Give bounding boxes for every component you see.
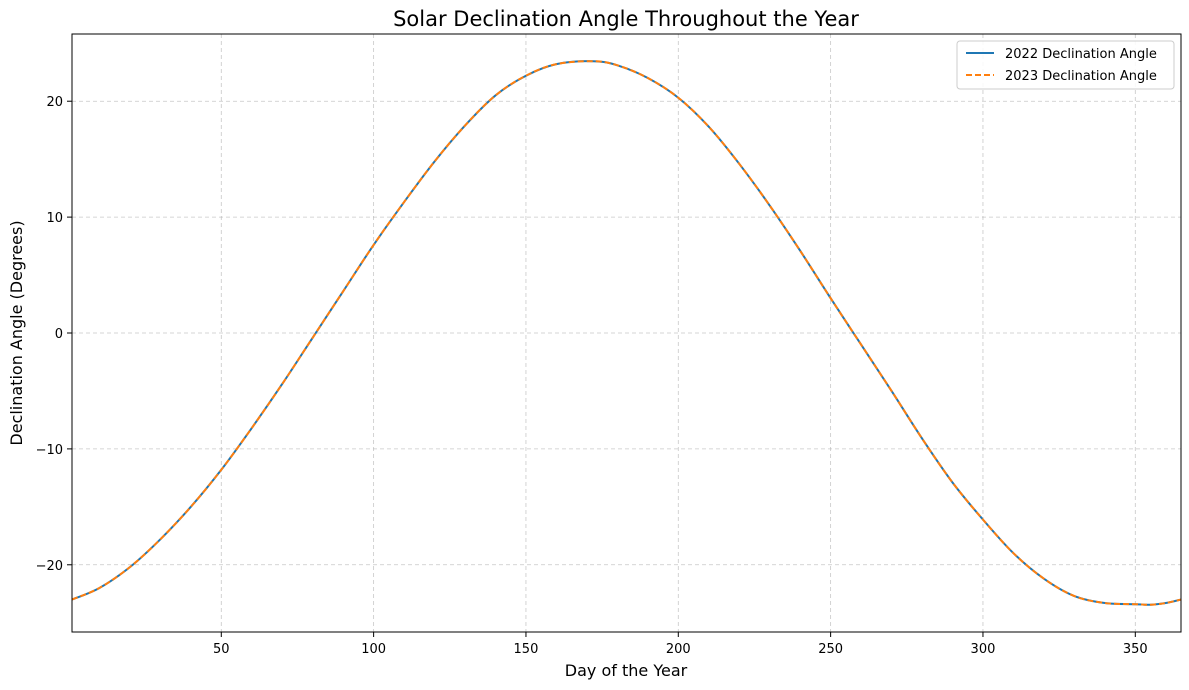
series-lines xyxy=(71,60,1182,606)
legend-frame xyxy=(956,40,1175,90)
y-tick-label: −20 xyxy=(36,559,63,574)
x-tick-label: 150 xyxy=(514,642,539,657)
y-tick-label: 20 xyxy=(46,95,63,110)
legend: 2022 Declination Angle 2023 Declination … xyxy=(956,40,1175,90)
grid xyxy=(72,34,1181,632)
x-tick-label: 300 xyxy=(971,642,996,657)
y-tick-label: 0 xyxy=(55,327,63,342)
x-tick-label: 250 xyxy=(818,642,843,657)
x-tick-label: 350 xyxy=(1123,642,1148,657)
x-axis-label: Day of the Year xyxy=(565,661,688,680)
chart-title: Solar Declination Angle Throughout the Y… xyxy=(393,7,859,31)
legend-label-2022: 2022 Declination Angle xyxy=(1005,47,1157,62)
x-tick-label: 100 xyxy=(361,642,386,657)
axis-ticks: 50 100 150 200 250 300 350 −20 −10 0 10 20 xyxy=(36,95,1148,657)
y-axis-label: Declination Angle (Degrees) xyxy=(7,220,26,445)
y-tick-label: −10 xyxy=(36,443,63,458)
x-tick-label: 200 xyxy=(666,642,691,657)
series-line-2023 xyxy=(71,60,1182,606)
y-tick-label: 10 xyxy=(46,211,63,226)
legend-label-2023: 2023 Declination Angle xyxy=(1005,69,1157,84)
x-tick-label: 50 xyxy=(213,642,230,657)
